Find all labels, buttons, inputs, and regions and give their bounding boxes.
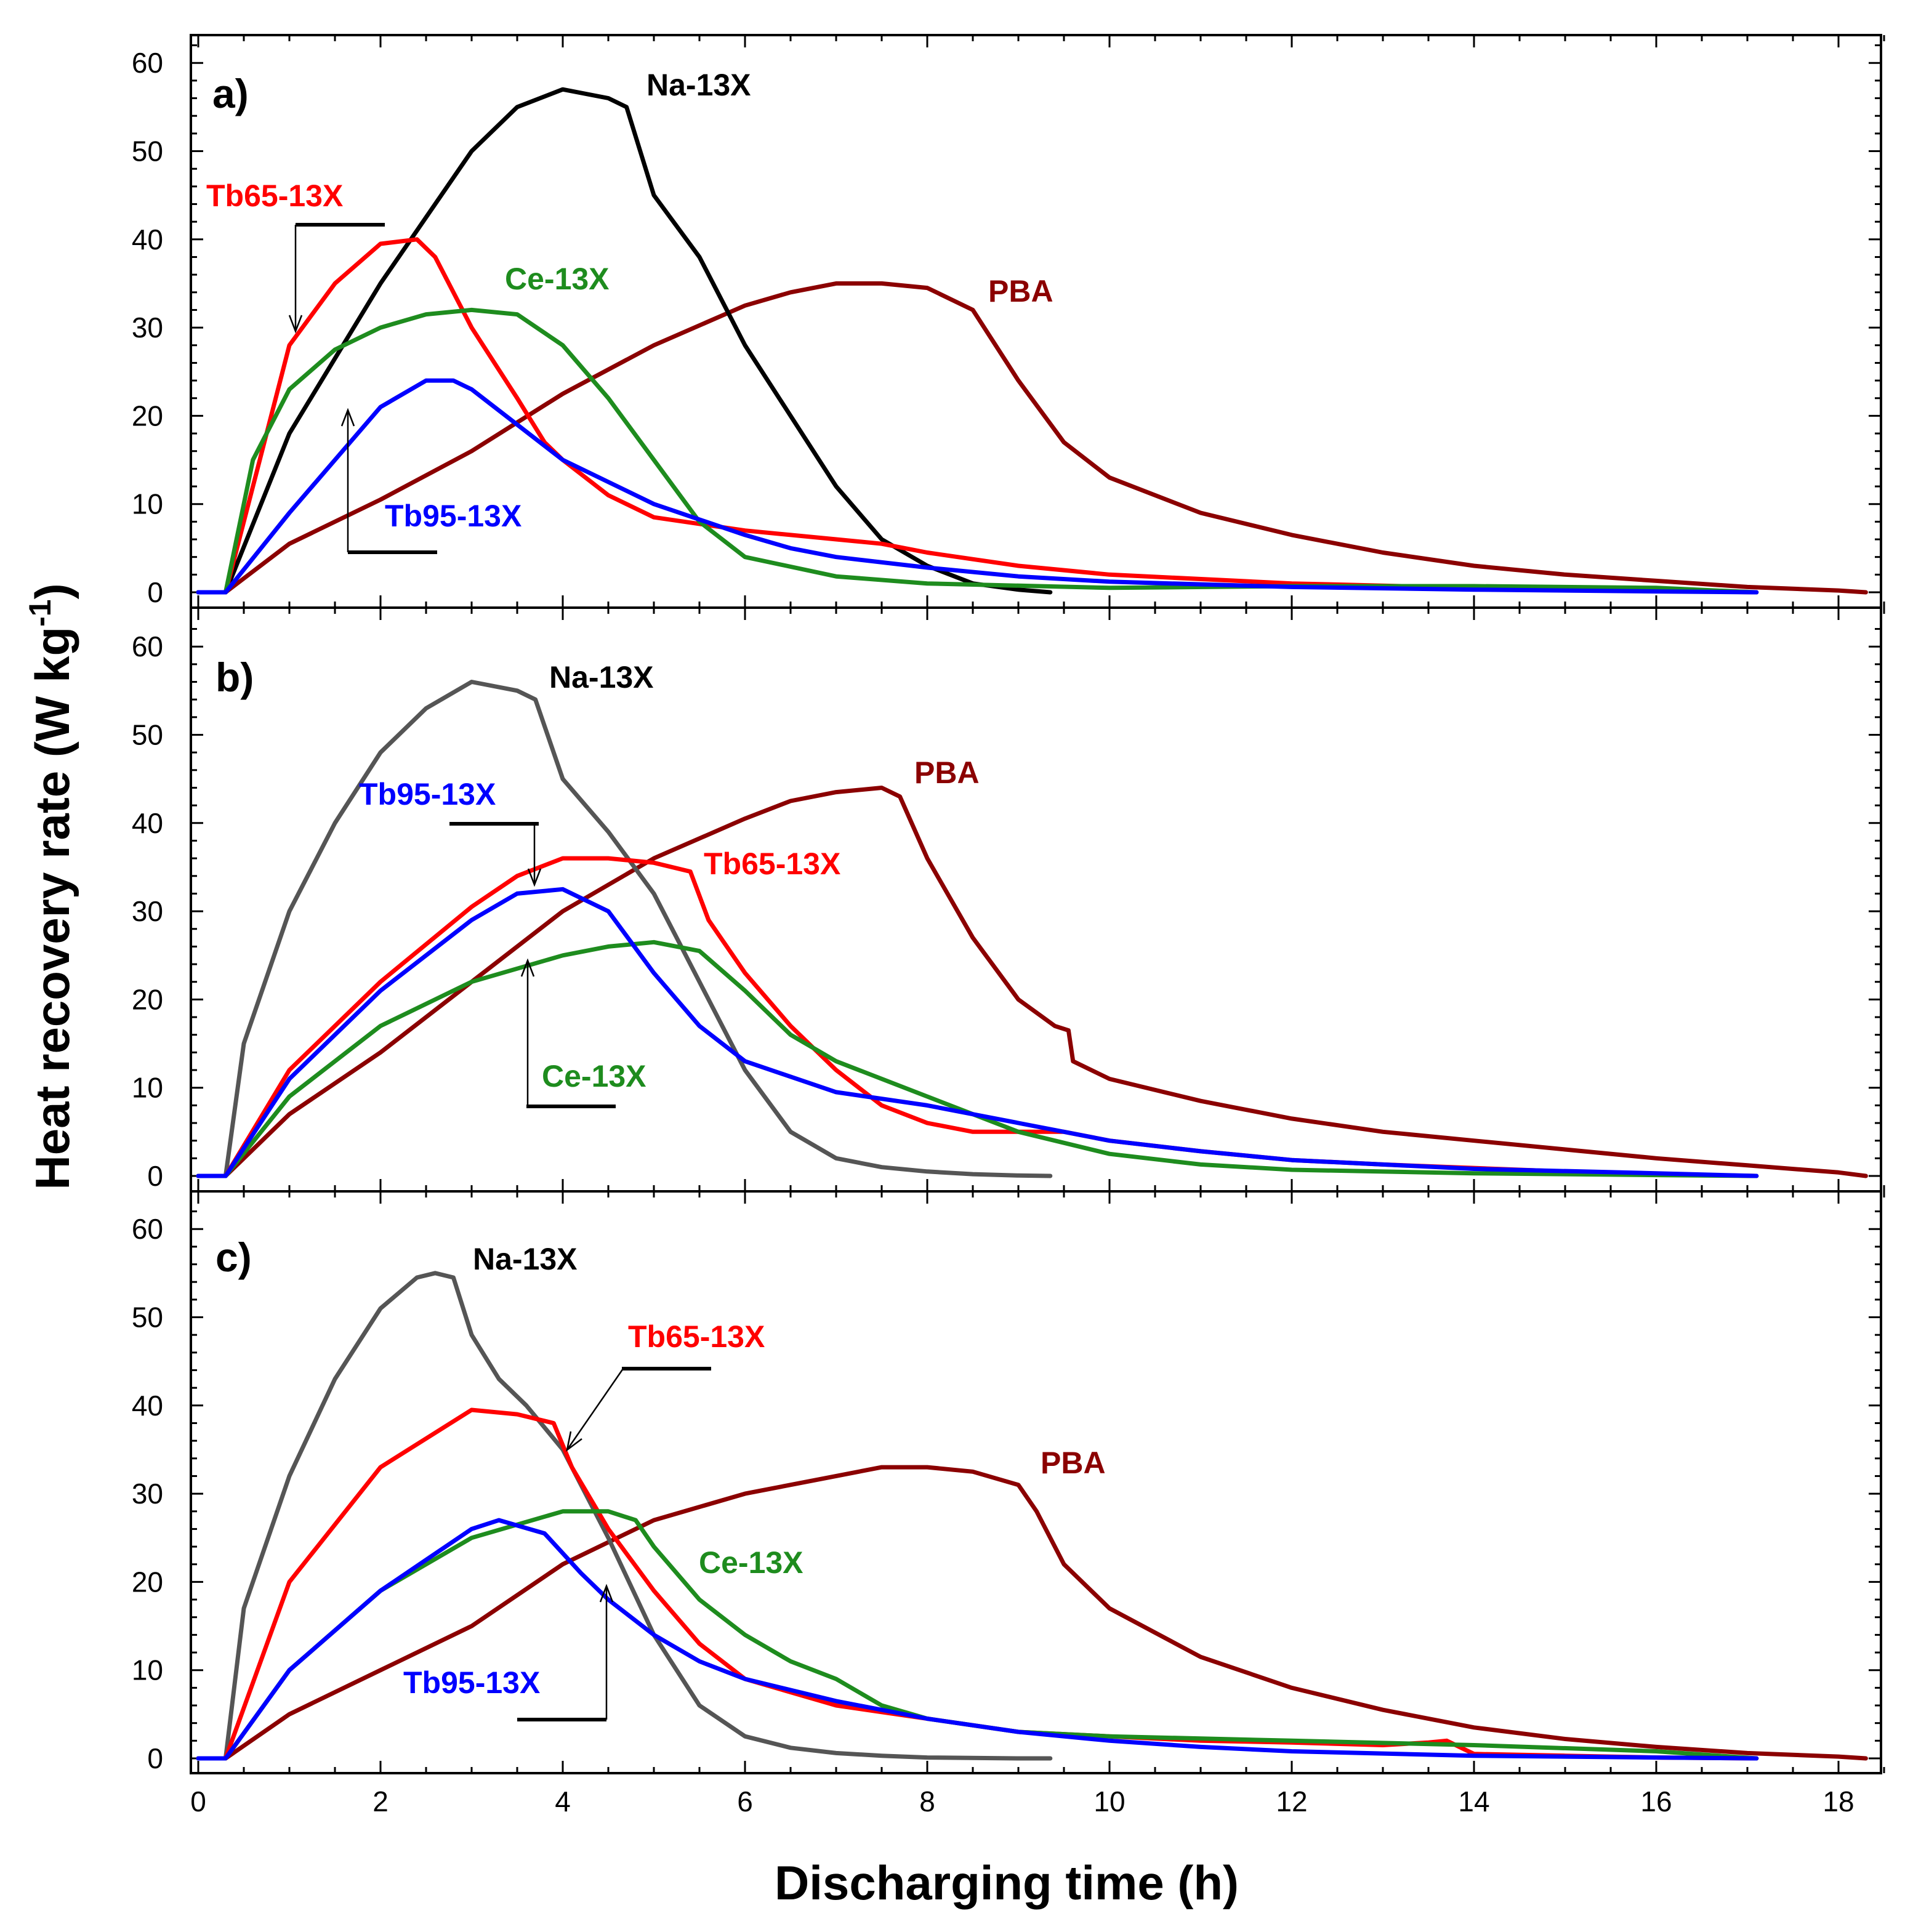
panel-a-series-ce-13x [196,307,1759,595]
panel-b-series-tb95-13x [196,887,1759,1178]
panel-b-y-tick-label: 40 [132,807,163,839]
panel-b: 0 10 20 30 40 50 60 b) Na-13X PBA Tb95-13X Tb6… [132,606,1885,1193]
panel-c-frame [190,1190,1882,1774]
panel-c: 0 10 20 30 40 50 60 c) Na-13X Tb65-13X PBA Ce-… [132,1190,1885,1774]
panel-c-series-pba [196,1465,1868,1761]
panel-a-series-tb65-13x [196,237,1759,595]
panel-b-label: b) [215,654,254,700]
panel-a-pointer-tb95 [340,408,437,554]
panel-b-series-pba [196,786,1868,1178]
panel-b-y-tick-label: 10 [132,1072,163,1104]
panel-c-pointer-tb95 [517,1584,614,1721]
x-tick-label: 18 [1822,1785,1854,1817]
panel-c-pointer-tb65 [566,1367,711,1452]
panel-c-series-tb65-13x [196,1407,1759,1761]
y-axis-title: Heat recovery rate (W kg-1) [23,583,79,1189]
panel-c-series-na-13x [196,1271,1053,1761]
panel-a-y-tick-label: 10 [132,488,163,520]
panel-c-y-tick-label: 0 [147,1742,163,1774]
x-tick-label: 12 [1276,1785,1307,1817]
panel-c-y-tick-label: 60 [132,1213,163,1245]
x-axis-title: Discharging time (h) [775,1856,1239,1910]
panel-c-label-tb95: Tb95-13X [403,1665,540,1700]
x-tick-label: 2 [373,1785,389,1817]
panel-b-y-tick-label: 20 [132,983,163,1015]
panel-a-label: a) [212,71,249,116]
panel-a-series-pba [196,281,1868,595]
panel-a-label-pba: PBA [988,274,1053,308]
panel-c-y-tick-label: 50 [132,1302,163,1334]
panel-b-label-tb65: Tb65-13X [704,847,840,881]
panel-b-label-na13x: Na-13X [549,660,654,694]
panel-b-y-tick-label: 60 [132,630,163,662]
panel-b-y-tick-label: 50 [132,719,163,751]
x-tick-label: 10 [1093,1785,1125,1817]
panel-a-y-tick-label: 60 [132,47,163,79]
panel-c-label: c) [215,1234,252,1280]
panel-b-y-tick-label: 30 [132,895,163,927]
panel-a-y-tick-label: 20 [132,400,163,432]
y-axis-title-superscript: -1 [23,599,57,626]
panel-a-series-na-13x [196,87,1053,595]
y-axis-title-main: Heat recovery rate (W kg [25,627,79,1190]
panel-c-series-tb95-13x [196,1518,1759,1761]
x-tick-label: 16 [1640,1785,1672,1817]
panel-b-label-pba: PBA [914,755,980,790]
y-axis-title-close: ) [25,583,79,599]
panel-a-label-ce13x: Ce-13X [505,262,610,296]
panel-a-y-tick-label: 30 [132,312,163,344]
panel-b-label-tb95: Tb95-13X [359,777,496,811]
panel-c-series-ce-13x [196,1509,1759,1761]
panel-a-label-tb95: Tb95-13X [385,499,522,533]
panel-a-series-tb95-13x [196,378,1759,595]
panel-c-y-tick-label: 30 [132,1478,163,1510]
panel-a-y-tick-label: 40 [132,223,163,256]
x-tick-label: 6 [737,1785,753,1817]
x-tick-label: 8 [919,1785,935,1817]
panel-b-series-ce-13x [196,940,1759,1178]
panel-a-y-tick-label: 0 [147,576,163,608]
panel-a-label-tb65: Tb65-13X [206,179,343,213]
panel-c-y-tick-label: 20 [132,1566,163,1598]
panel-a-pointer-tb65 [288,223,385,334]
panel-b-series-tb65-13x [196,856,1759,1178]
panel-b-pointer-tb95 [449,822,542,887]
x-tick-label: 0 [190,1785,206,1817]
panel-a-y-tick-label: 50 [132,135,163,167]
panel-c-y-tick-label: 10 [132,1654,163,1686]
panel-c-y-tick-label: 40 [132,1390,163,1422]
panel-c-label-pba: PBA [1041,1446,1106,1480]
panel-b-label-ce13x: Ce-13X [542,1059,646,1093]
x-tick-labels: 0 2 4 6 8 10 12 14 16 18 [190,1785,1854,1817]
x-tick-label: 4 [555,1785,571,1817]
panel-c-label-na13x: Na-13X [473,1242,578,1276]
panel-c-label-tb65: Tb65-13X [628,1319,765,1354]
x-tick-label: 14 [1458,1785,1489,1817]
panel-b-pointer-ce13x [520,958,616,1108]
panel-b-series-na-13x [196,680,1053,1178]
panel-b-y-tick-label: 0 [147,1160,163,1192]
panel-c-label-ce13x: Ce-13X [699,1545,803,1580]
panel-a-label-na13x: Na-13X [646,68,751,102]
